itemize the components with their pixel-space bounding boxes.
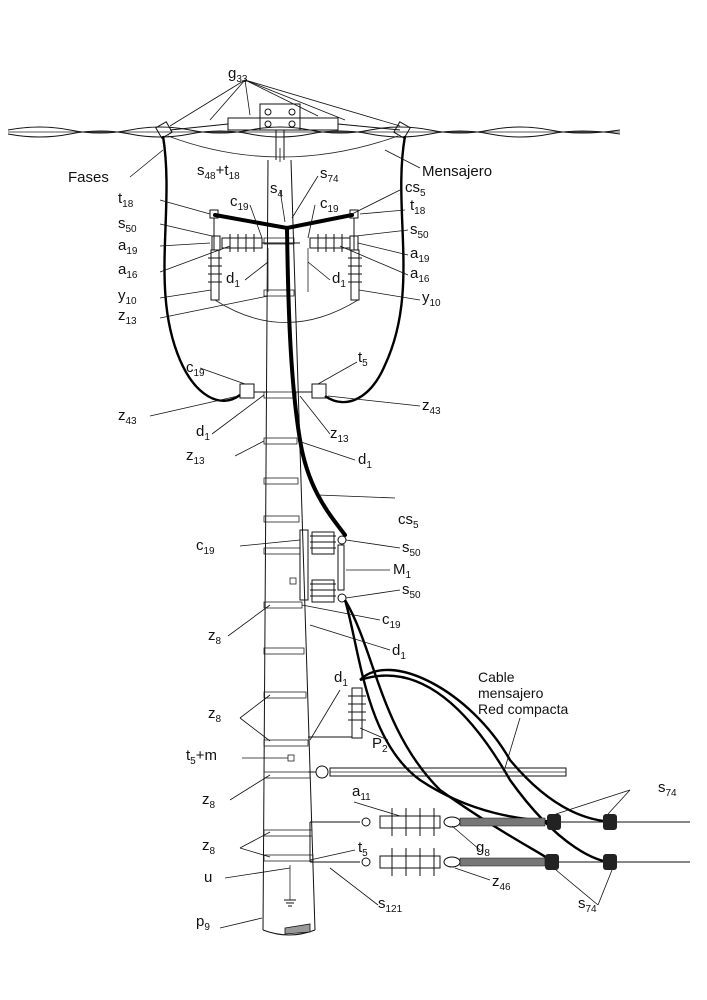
label-d1-left: d1 (226, 270, 240, 290)
m1-equipment (299, 529, 347, 603)
label-s74-c: s74 (578, 895, 597, 915)
label-t18-left: t18 (118, 190, 134, 210)
label-z13-c: z13 (186, 447, 205, 467)
label-s74-top: s74 (320, 165, 339, 185)
label-g8: g8 (476, 839, 490, 859)
mensajero-arc (167, 135, 399, 158)
label-z13-a: z13 (118, 307, 137, 327)
label-s50-m1: s50 (402, 539, 421, 559)
label-cs5-top: cs5 (405, 179, 426, 199)
label-mensajero: Mensajero (422, 163, 492, 180)
label-t18-right: t18 (410, 197, 426, 217)
label-z8-c: z8 (202, 791, 216, 811)
g33-leaders (169, 79, 401, 127)
label-s50-m2: s50 (402, 581, 421, 601)
label-z8-b: z8 (208, 705, 222, 725)
label-s48-t18: s48+t18 (197, 162, 240, 182)
label-leaders (129, 148, 631, 929)
label-s50-left: s50 (118, 215, 137, 235)
label-t5-m: t5+m (186, 747, 217, 767)
dead-end-assemblies (309, 808, 690, 876)
label-d1-mid2: d1 (358, 451, 372, 471)
label-t5-b: t5 (358, 839, 368, 859)
label-z43-right: z43 (422, 397, 441, 417)
messenger-cable (308, 765, 567, 779)
label-s74-b: s74 (658, 779, 677, 799)
label-y10-right: y10 (422, 289, 441, 309)
label-c19-mid: c19 (186, 359, 205, 379)
label-z43-left: z43 (118, 407, 137, 427)
label-s121: s121 (378, 895, 403, 915)
cs5-downlead (285, 226, 347, 537)
note-line-2: mensajero (478, 685, 544, 701)
label-a16-left: a16 (118, 261, 138, 281)
note-line-3: Red compacta (478, 701, 568, 717)
label-P2: P2 (372, 735, 388, 755)
label-y10-left: y10 (118, 287, 137, 307)
label-a16-right: a16 (410, 265, 430, 285)
label-c19-right: c19 (320, 195, 339, 215)
labels: g33 Fases s48+t18 Mensajero s4 s74 cs5 t… (68, 65, 677, 933)
label-s50-right: s50 (410, 221, 429, 241)
label-z8-d: z8 (202, 837, 216, 857)
label-a19-right: a19 (410, 245, 430, 265)
label-c19-q: c19 (382, 611, 401, 631)
label-p9: p9 (196, 913, 210, 933)
utility-pole (262, 159, 316, 936)
label-a19-left: a19 (118, 237, 138, 257)
p2-arrester (308, 687, 366, 739)
label-M1: M1 (393, 561, 412, 581)
label-g33: g33 (228, 65, 248, 85)
phase-loops (161, 135, 407, 404)
label-u: u (204, 869, 212, 886)
label-s4: s4 (270, 180, 284, 200)
label-c19-pole: c19 (196, 537, 215, 557)
label-z13-b: z13 (330, 425, 349, 445)
label-a11: a11 (352, 783, 371, 803)
label-d1-right: d1 (332, 270, 346, 290)
label-fases: Fases (68, 169, 109, 186)
label-cs5-mid: cs5 (398, 511, 419, 531)
label-z8-a: z8 (208, 627, 222, 647)
label-d1-r2: d1 (334, 669, 348, 689)
label-t5-top: t5 (358, 349, 368, 369)
label-d1-q: d1 (392, 642, 406, 662)
label-d1-mid: d1 (196, 423, 210, 443)
z43-terminals (239, 383, 327, 399)
label-z46: z46 (492, 873, 511, 893)
overhead-conductor (7, 126, 621, 138)
top-crossarm-fittings (155, 103, 411, 160)
note-line-1: Cable (478, 669, 515, 685)
label-c19-left: c19 (230, 193, 249, 213)
